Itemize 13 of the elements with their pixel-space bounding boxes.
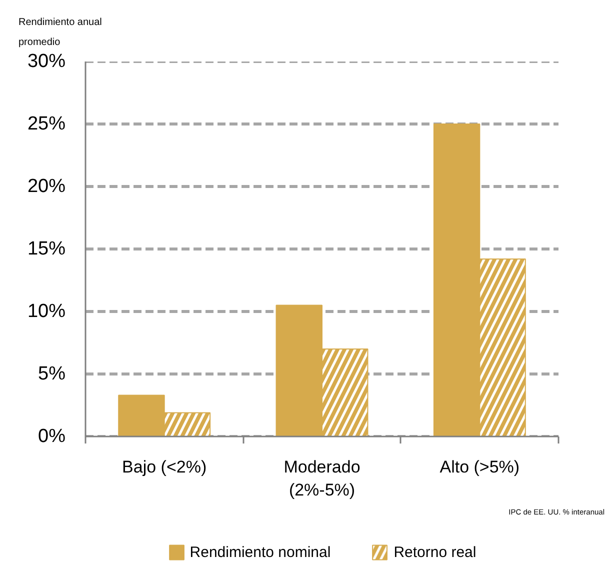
x-tick-label: Bajo (<2%): [122, 458, 207, 476]
y-tick-label: 5%: [38, 364, 66, 384]
x-tick-label: Alto (>5%): [440, 458, 520, 476]
legend-label: Retorno real: [394, 544, 476, 560]
y-tick-label: 20%: [27, 176, 66, 197]
y-tick-label: 25%: [27, 114, 66, 134]
y-tick-label: 15%: [27, 238, 66, 260]
legend-label: Rendimiento nominal: [190, 544, 331, 560]
y-tick-label: 10%: [27, 301, 66, 322]
x-tick-label: Moderado (2%-5%): [284, 458, 360, 500]
y-tick-label: 30%: [27, 51, 66, 72]
y-axis-title: Rendimiento anual promedio: [18, 17, 102, 48]
y-tick-label: 0%: [38, 426, 66, 447]
